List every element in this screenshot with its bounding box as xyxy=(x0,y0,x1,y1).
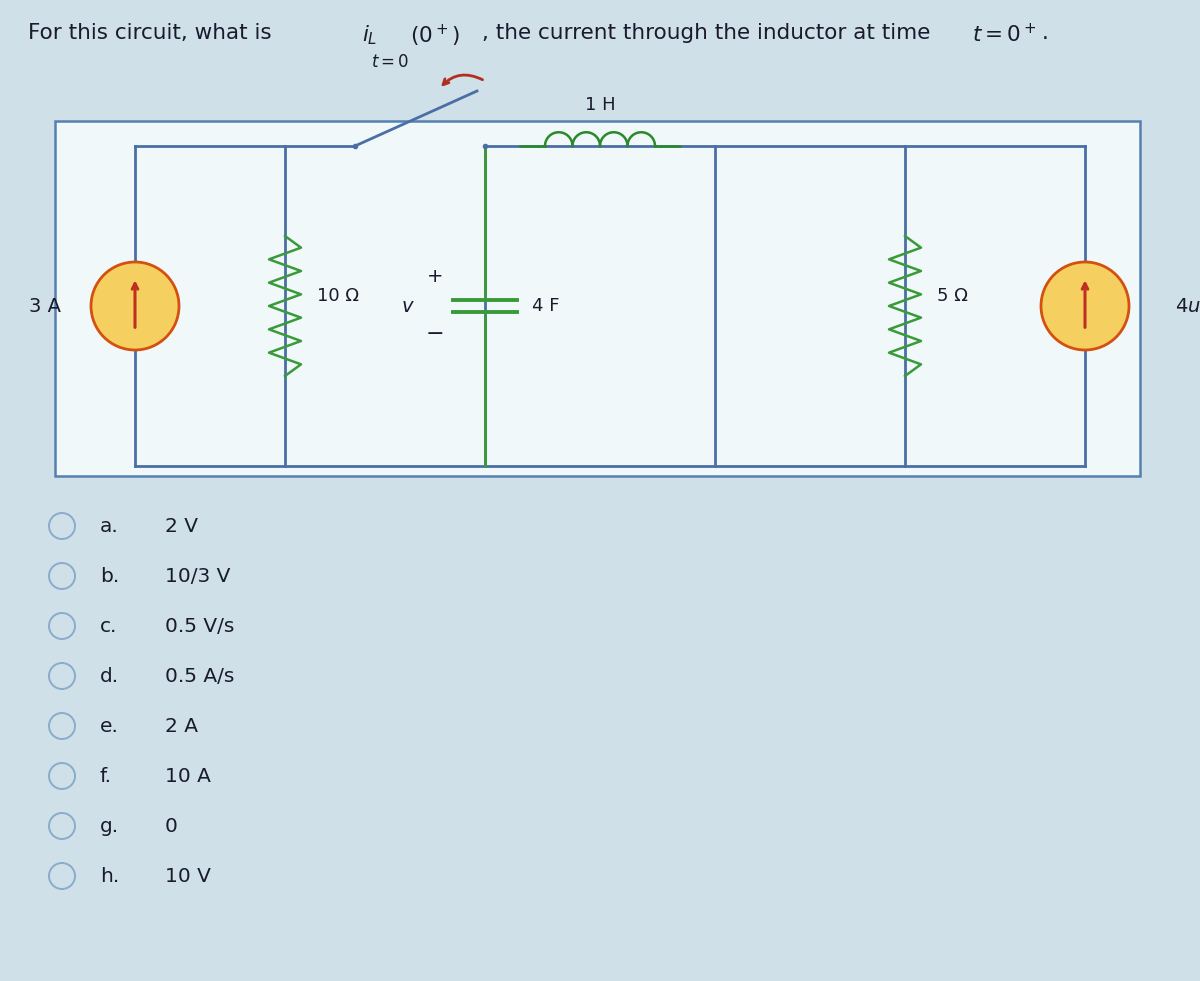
Text: $i_L$: $i_L$ xyxy=(362,23,378,47)
Text: 0.5 A/s: 0.5 A/s xyxy=(166,666,234,686)
Circle shape xyxy=(91,262,179,350)
Circle shape xyxy=(49,713,74,739)
FancyBboxPatch shape xyxy=(55,121,1140,476)
Text: 4$u(t)$ A: 4$u(t)$ A xyxy=(1175,295,1200,317)
Text: 3 A: 3 A xyxy=(29,296,61,316)
Text: +: + xyxy=(427,267,443,285)
Text: 0: 0 xyxy=(166,816,178,836)
Text: −: − xyxy=(426,324,444,344)
Text: $t = 0^+$: $t = 0^+$ xyxy=(972,23,1037,46)
Text: 10 Ω: 10 Ω xyxy=(317,287,359,305)
Circle shape xyxy=(49,563,74,589)
Text: 0.5 V/s: 0.5 V/s xyxy=(166,616,234,636)
Text: $t = 0$: $t = 0$ xyxy=(371,53,409,71)
Circle shape xyxy=(49,763,74,789)
Circle shape xyxy=(49,663,74,689)
Text: f.: f. xyxy=(100,766,112,786)
Text: 10 A: 10 A xyxy=(166,766,211,786)
Text: $(0^+)$: $(0^+)$ xyxy=(410,23,460,49)
Text: 1 H: 1 H xyxy=(584,96,616,114)
Text: .: . xyxy=(1042,23,1049,43)
Text: 10/3 V: 10/3 V xyxy=(166,566,230,586)
Text: 4 F: 4 F xyxy=(532,297,559,315)
Circle shape xyxy=(1042,262,1129,350)
Text: e.: e. xyxy=(100,716,119,736)
Text: c.: c. xyxy=(100,616,118,636)
Text: d.: d. xyxy=(100,666,119,686)
Circle shape xyxy=(49,513,74,539)
Circle shape xyxy=(49,813,74,839)
Text: h.: h. xyxy=(100,866,119,886)
Text: g.: g. xyxy=(100,816,119,836)
Text: 5 Ω: 5 Ω xyxy=(937,287,968,305)
Text: 2 A: 2 A xyxy=(166,716,198,736)
Text: , the current through the inductor at time: , the current through the inductor at ti… xyxy=(482,23,937,43)
Text: 2 V: 2 V xyxy=(166,517,198,536)
Text: For this circuit, what is: For this circuit, what is xyxy=(28,23,278,43)
Text: 10 V: 10 V xyxy=(166,866,211,886)
Text: $v$: $v$ xyxy=(401,296,415,316)
Text: b.: b. xyxy=(100,566,119,586)
Circle shape xyxy=(49,613,74,639)
Circle shape xyxy=(49,863,74,889)
Text: a.: a. xyxy=(100,517,119,536)
